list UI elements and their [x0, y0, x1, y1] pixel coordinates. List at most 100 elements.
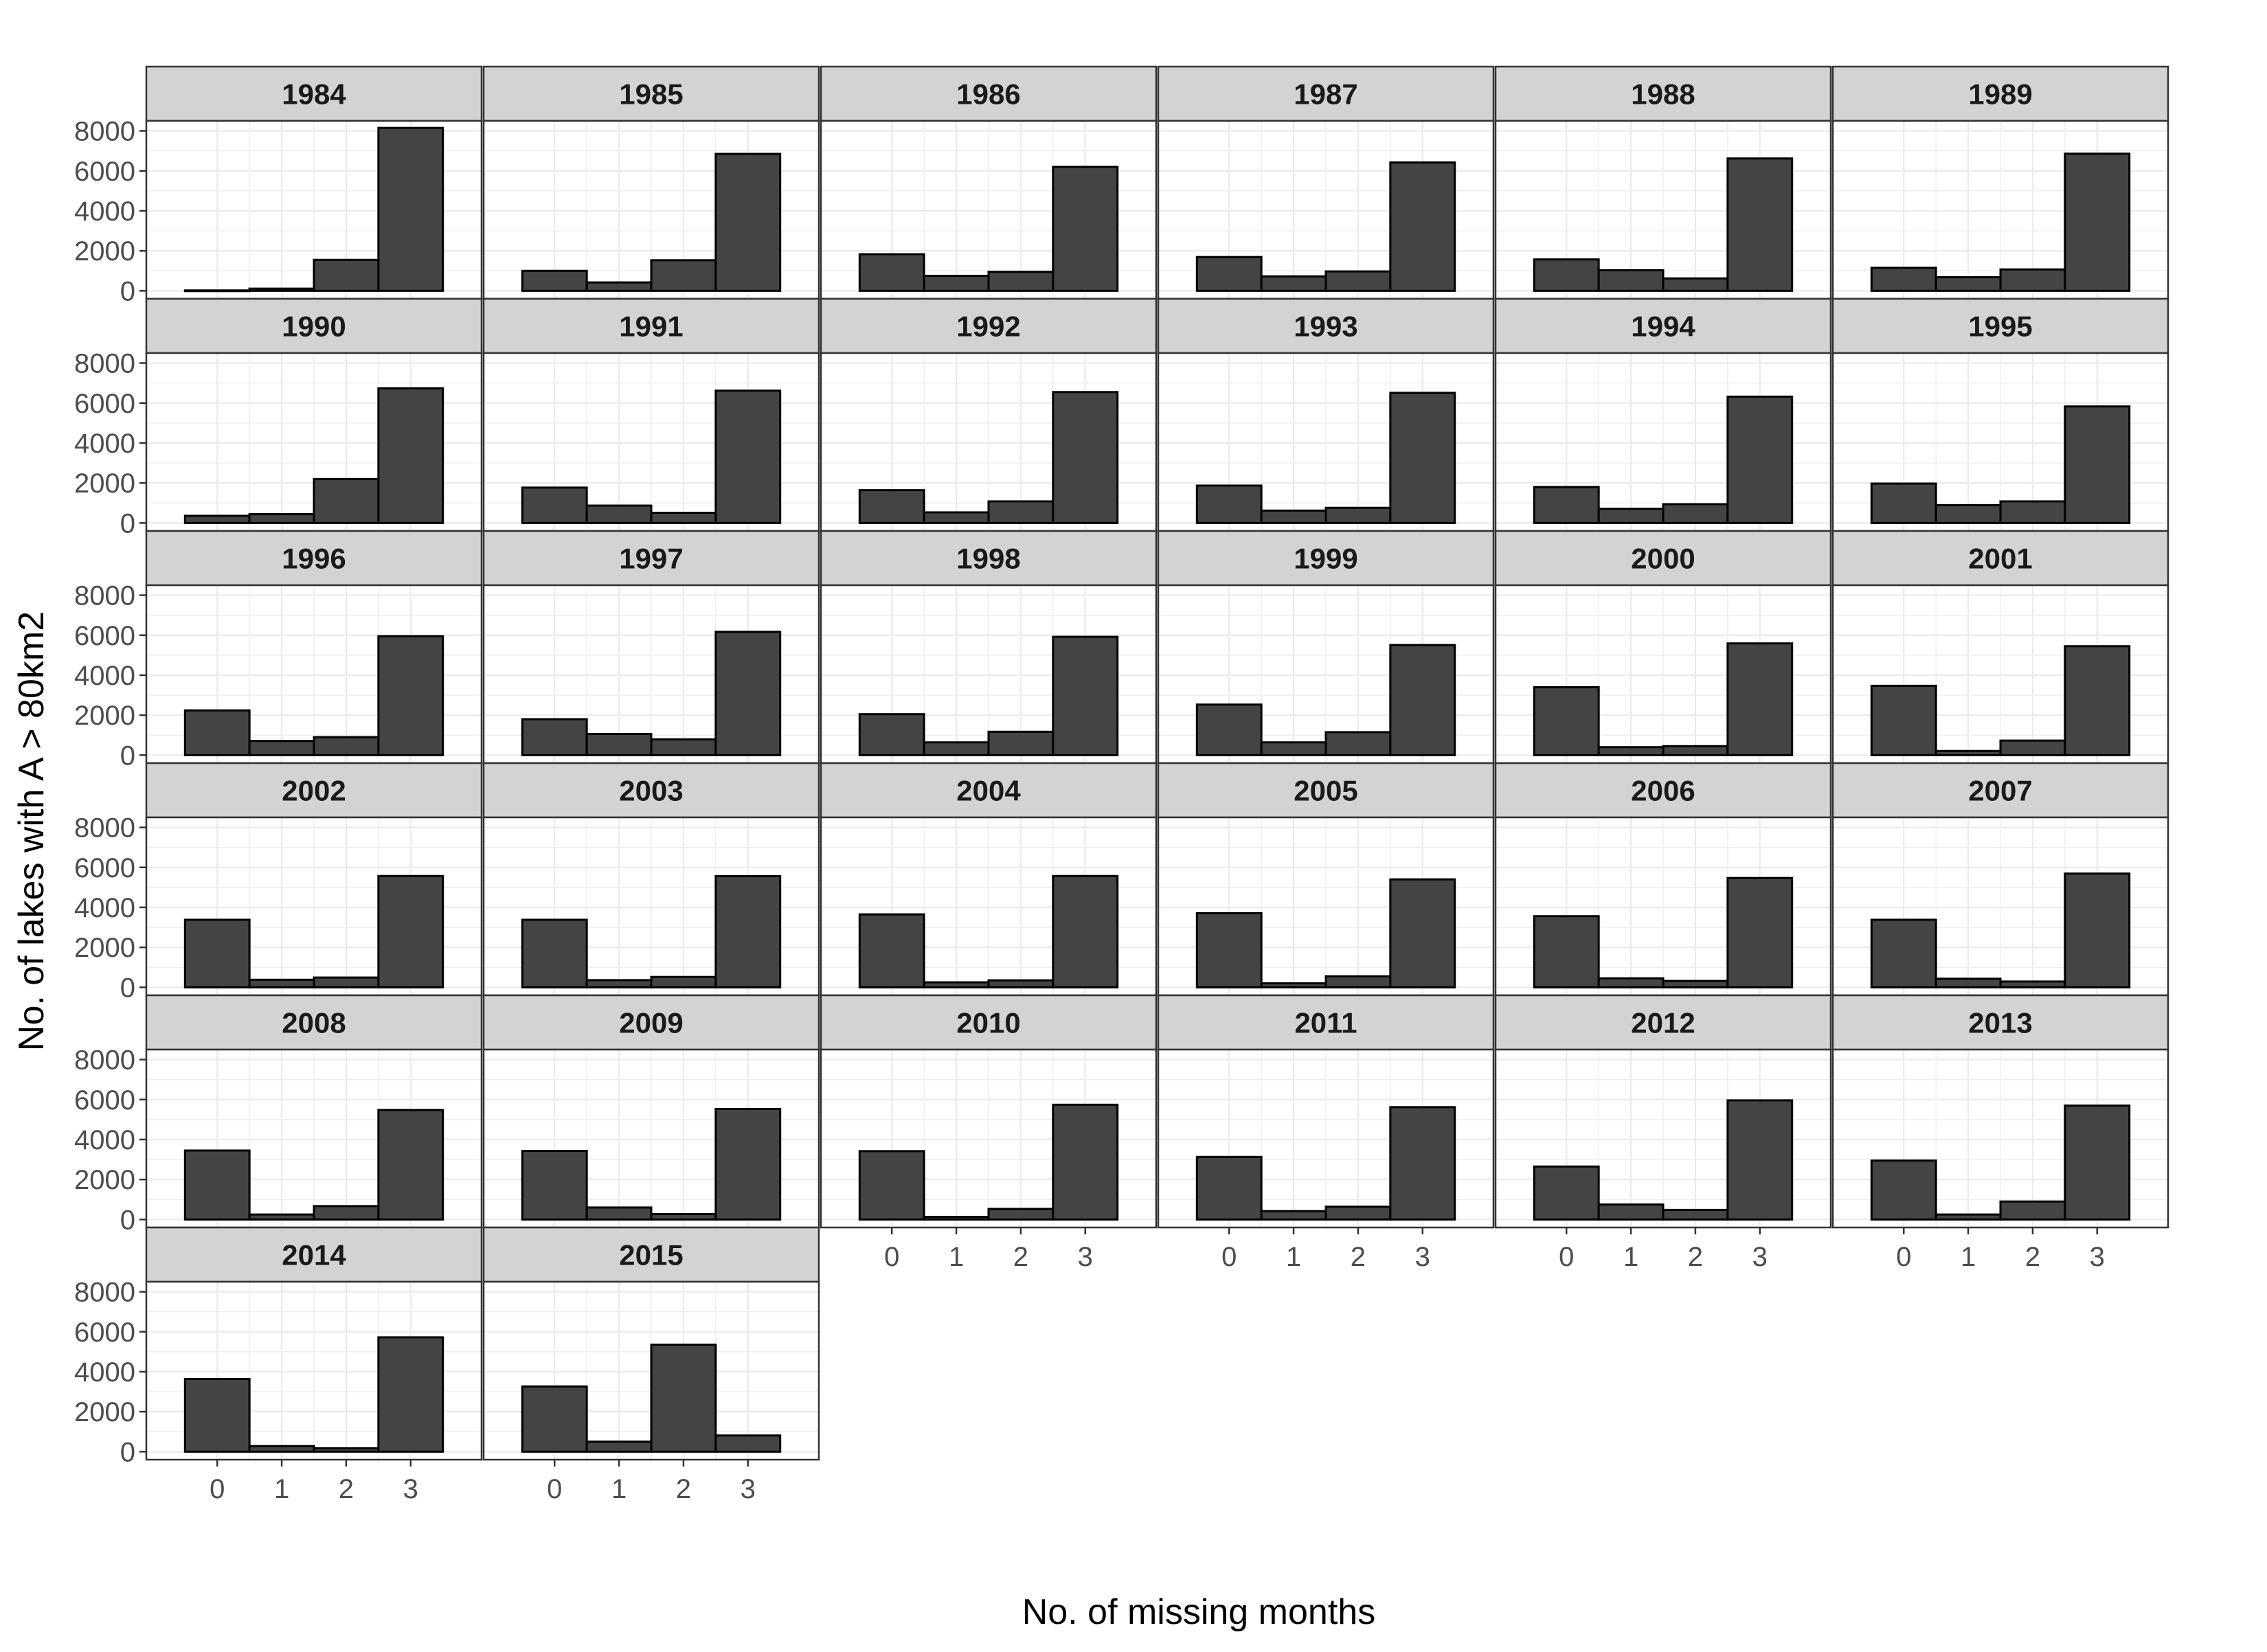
facet-panel-1993: 1993: [1157, 297, 1495, 532]
bar-2003-2: [650, 975, 717, 988]
facet-panel-2001: 2001: [1831, 530, 2169, 765]
bar-2006-1: [1597, 977, 1665, 988]
bar-2000-1: [1597, 746, 1665, 756]
x-tick-label: 3: [741, 1474, 756, 1504]
x-tick-label: 3: [403, 1474, 418, 1504]
bar-2003-3: [714, 875, 782, 988]
bar-1992-3: [1052, 391, 1119, 524]
facet-panel-1986: 1986: [820, 65, 1158, 300]
facet-strip-label: 2011: [1294, 1007, 1357, 1039]
facet-panel-1987: 1987: [1157, 65, 1495, 300]
bar-2013-3: [2064, 1104, 2131, 1221]
bar-1986-0: [858, 253, 925, 292]
y-tick-label: 0: [120, 1437, 135, 1467]
bar-1991-3: [714, 389, 782, 524]
y-tick-label: 0: [120, 740, 135, 771]
bar-1988-0: [1533, 258, 1600, 292]
facet-strip: [145, 65, 483, 122]
bar-1986-3: [1052, 166, 1119, 292]
y-tick-label: 8000: [74, 581, 135, 611]
bar-1993-2: [1324, 506, 1392, 524]
bar-2007-3: [2064, 872, 2131, 988]
bar-1996-1: [248, 740, 315, 756]
bar-2002-1: [248, 978, 315, 988]
bar-2000-2: [1662, 745, 1729, 756]
facet-strip-label: 1987: [1294, 78, 1357, 111]
bar-2012-3: [1726, 1099, 1794, 1221]
bar-2014-1: [248, 1445, 315, 1453]
facet-strip: [482, 65, 820, 122]
bar-2003-1: [585, 979, 653, 988]
bar-2005-0: [1195, 912, 1263, 988]
bar-1998-2: [987, 730, 1054, 756]
panel-border: [1831, 1048, 2169, 1229]
facet-panel-2007: 2007: [1831, 762, 2169, 997]
y-tick-label: 6000: [74, 1085, 135, 1116]
bar-1994-2: [1662, 503, 1729, 524]
bar-1999-2: [1324, 731, 1392, 756]
bar-2002-2: [313, 976, 380, 988]
x-tick-label: 2: [339, 1474, 354, 1504]
bar-1987-1: [1260, 275, 1327, 292]
bar-1998-1: [923, 741, 990, 756]
y-tick-label: 6000: [74, 621, 135, 651]
panel-border: [145, 1280, 483, 1461]
bar-2007-1: [1935, 977, 2002, 988]
facet-panel-2011: 2011 0 1 2 3: [1157, 994, 1495, 1272]
facet-strip: [482, 1226, 820, 1283]
facet-panel-1992: 1992: [820, 297, 1158, 532]
facet-strip-label: 1990: [282, 310, 346, 343]
bar-2008-3: [377, 1109, 444, 1221]
y-tick-label: 6000: [74, 389, 135, 419]
bar-1990-1: [248, 513, 315, 524]
bar-2009-2: [650, 1213, 717, 1221]
y-tick-label: 4000: [74, 196, 135, 227]
facet-panel-1990: 1990 0 2000 4000 6000 8000: [74, 297, 483, 539]
y-tick-label: 8000: [74, 1278, 135, 1308]
facet-strip: [1494, 762, 1832, 819]
x-tick-label: 2: [1351, 1242, 1366, 1272]
y-tick-label: 2000: [74, 933, 135, 963]
bar-2013-1: [1935, 1213, 2002, 1221]
bar-2000-0: [1533, 686, 1600, 756]
facet-strip: [820, 762, 1158, 819]
bar-2002-3: [377, 874, 444, 988]
x-tick-label: 1: [1961, 1242, 1976, 1272]
bar-1997-1: [585, 733, 653, 756]
facet-panel-1998: 1998: [820, 530, 1158, 765]
bar-1995-0: [1870, 482, 1937, 524]
bar-2001-1: [1935, 749, 2002, 756]
y-tick-label: 4000: [74, 1357, 135, 1388]
bar-2013-2: [1999, 1200, 2066, 1221]
bar-1998-3: [1052, 635, 1119, 756]
bar-1984-3: [377, 126, 444, 292]
facet-panel-1999: 1999: [1157, 530, 1495, 765]
bar-2008-1: [248, 1213, 315, 1221]
bar-1988-3: [1726, 157, 1794, 292]
facet-strip-label: 2000: [1631, 543, 1695, 575]
x-tick-label: 0: [1221, 1242, 1237, 1272]
facet-panel-1985: 1985: [482, 65, 820, 300]
bar-2005-3: [1389, 878, 1456, 988]
y-tick-label: 0: [120, 508, 135, 539]
x-tick-label: 0: [1896, 1242, 1911, 1272]
facet-strip-label: 2001: [1968, 543, 2032, 575]
y-tick-label: 2000: [74, 236, 135, 267]
bar-1987-3: [1389, 161, 1456, 292]
bar-2001-0: [1870, 684, 1937, 756]
bar-2015-3: [714, 1434, 782, 1453]
bar-1991-2: [650, 512, 717, 524]
bar-2004-2: [987, 979, 1054, 988]
bar-2011-0: [1195, 1155, 1263, 1221]
facet-strip: [482, 994, 820, 1051]
bar-2010-0: [858, 1150, 925, 1221]
bar-1997-2: [650, 738, 717, 756]
facet-strip: [482, 762, 820, 819]
bar-1985-1: [585, 281, 653, 292]
facet-panel-2009: 2009: [482, 994, 820, 1229]
bar-1992-1: [923, 511, 990, 524]
bar-1991-0: [521, 486, 588, 524]
x-tick-label: 2: [2025, 1242, 2040, 1272]
bar-1990-0: [183, 514, 251, 524]
